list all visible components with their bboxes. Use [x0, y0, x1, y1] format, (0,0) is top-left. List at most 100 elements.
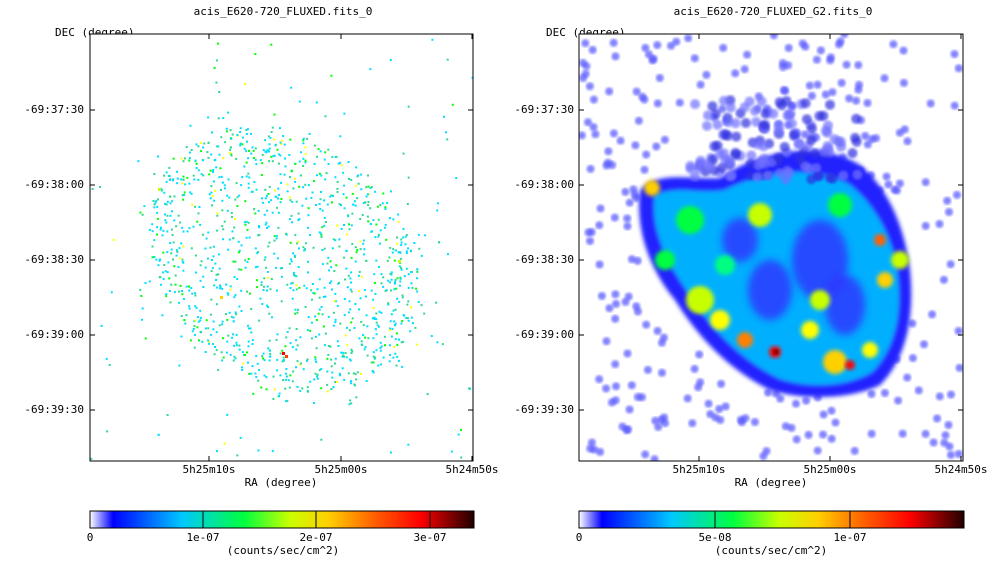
pixel: [398, 265, 401, 268]
pixel: [384, 206, 387, 209]
pixel: [166, 414, 169, 416]
blob: [605, 304, 614, 313]
pixel: [240, 244, 243, 247]
pixel: [343, 207, 346, 210]
pixel: [314, 315, 317, 318]
pixel: [321, 313, 324, 316]
pixel: [402, 340, 405, 343]
pixel: [213, 159, 216, 162]
colorbar-tick-label: 5e-08: [698, 531, 731, 544]
pixel: [387, 279, 390, 282]
pixel: [273, 113, 276, 116]
y-tick-label: -69:38:00: [24, 178, 84, 191]
pixel: [174, 283, 177, 286]
pixel: [164, 203, 167, 205]
blob: [941, 431, 950, 440]
pixel: [318, 172, 321, 175]
pixel: [325, 172, 328, 175]
pixel: [212, 180, 215, 183]
blob: [586, 164, 595, 173]
pixel: [188, 307, 191, 310]
pixel: [180, 242, 183, 245]
blob: [726, 170, 737, 181]
pixel: [300, 362, 302, 365]
pixel: [338, 245, 341, 248]
pixel: [400, 243, 403, 246]
pixel: [306, 137, 309, 140]
blob: [802, 396, 811, 405]
pixel: [229, 146, 232, 149]
pixel: [285, 355, 288, 358]
pixel: [215, 278, 218, 281]
pixel: [141, 307, 144, 310]
pixel: [211, 204, 214, 207]
y-ticks: [579, 34, 963, 461]
pixel: [166, 271, 169, 274]
pixel: [226, 194, 229, 197]
pixel: [251, 365, 254, 368]
pixel: [316, 377, 319, 380]
pixel: [380, 273, 383, 276]
pixel: [295, 339, 298, 342]
pixel: [256, 265, 259, 268]
pixel: [276, 148, 279, 151]
pixel: [292, 370, 295, 373]
pixel: [379, 363, 382, 366]
pixel: [190, 192, 193, 195]
blob: [945, 208, 953, 216]
pixel: [182, 175, 185, 178]
blob: [812, 55, 821, 64]
hotspot: [891, 251, 909, 269]
pixel: [280, 198, 283, 200]
pixel: [357, 274, 360, 277]
pixel: [163, 174, 166, 177]
pixel: [437, 202, 439, 205]
pixel: [216, 229, 219, 232]
pixel: [255, 376, 258, 378]
pixel: [268, 359, 271, 362]
blob: [589, 95, 598, 104]
pixel: [244, 223, 247, 226]
pixel: [213, 353, 216, 356]
pixel: [318, 231, 321, 234]
pixel: [394, 352, 397, 355]
pixel: [268, 143, 271, 146]
blob: [696, 378, 705, 387]
pixel: [202, 275, 205, 278]
pixel: [217, 273, 220, 276]
pixel: [384, 344, 386, 347]
pixel: [203, 142, 206, 145]
pixel: [371, 370, 374, 373]
pixel: [289, 218, 292, 221]
pixel: [396, 297, 399, 300]
pixel: [257, 449, 260, 452]
pixel: [391, 251, 394, 254]
pixel: [307, 316, 310, 319]
pixel: [250, 152, 253, 155]
pixel: [372, 351, 375, 354]
pixel: [396, 236, 398, 239]
pixel: [290, 86, 293, 89]
blob: [903, 373, 912, 382]
pixel: [398, 260, 401, 263]
pixel: [271, 450, 274, 453]
pixel: [252, 149, 255, 152]
pixel: [393, 288, 396, 291]
pixel: [331, 156, 334, 159]
pixel: [189, 157, 191, 160]
pixel: [165, 221, 168, 224]
pixel: [261, 355, 264, 358]
pixel: [190, 149, 193, 151]
pixel: [217, 117, 220, 120]
pixel: [306, 358, 309, 361]
pixel: [313, 144, 316, 147]
blob: [774, 97, 785, 108]
pixel: [245, 149, 247, 152]
pixel: [251, 146, 254, 149]
blob: [644, 50, 653, 59]
pixel: [399, 277, 402, 280]
y-tick-label: -69:38:30: [514, 253, 574, 266]
pixel: [144, 282, 147, 284]
pixel: [313, 292, 316, 295]
pixel: [189, 124, 192, 127]
